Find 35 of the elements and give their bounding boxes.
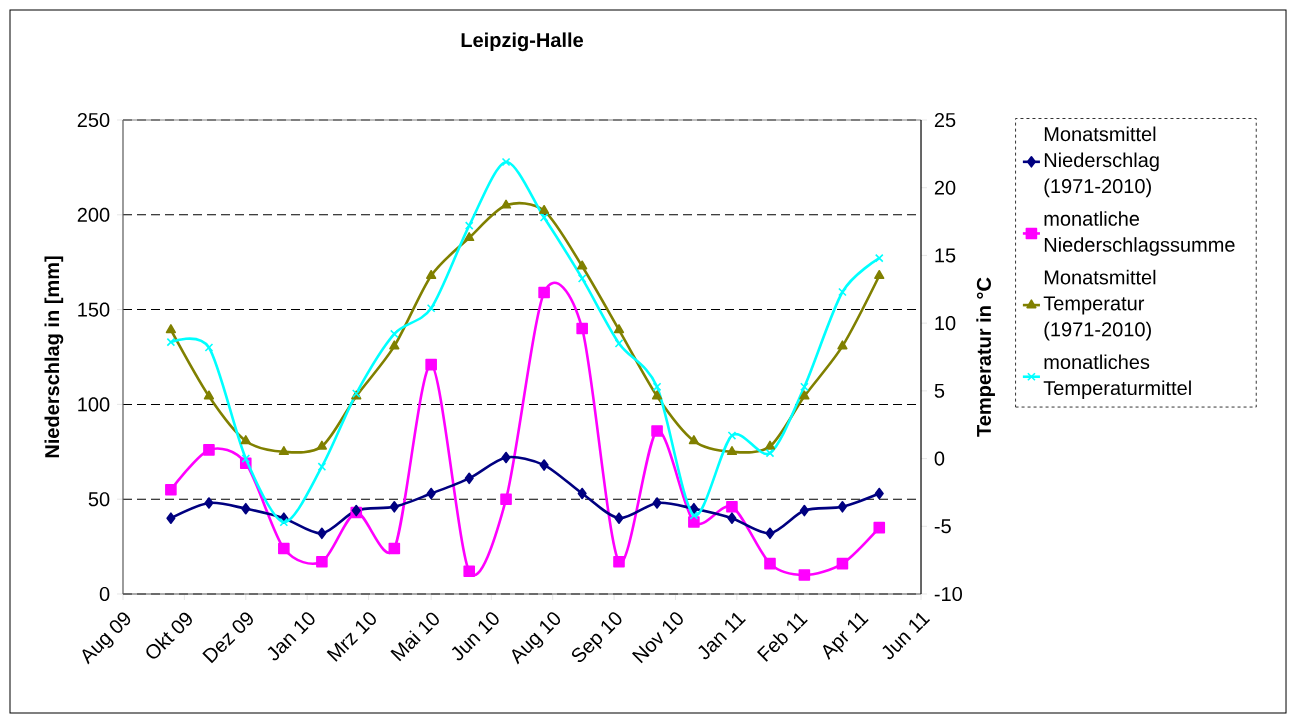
x-tick-label: Feb 11 [756, 613, 808, 662]
x-tick-label: Jan 10 [267, 612, 315, 661]
chart-title: Leipzig-Halle [461, 32, 584, 52]
x-tick-label: Jun 10 [451, 612, 499, 661]
y-tick-label: 150 [78, 302, 110, 317]
y2-tick-label: -5 [934, 519, 951, 534]
y2-tick-label: 5 [934, 383, 945, 398]
x-tick-label: Mrz 10 [326, 612, 376, 662]
y-tick-label: 50 [88, 492, 110, 507]
x-tick-label: Dez 09 [202, 612, 253, 664]
x-tick-label: Jun 11 [882, 612, 931, 660]
y2-axis-title: Temperatur in °C [976, 277, 995, 437]
y2-tick-label: 25 [934, 112, 956, 128]
y2-tick-label: 20 [934, 180, 956, 195]
x-tick-label: Nov 10 [631, 612, 683, 664]
x-tick-label: Mai 10 [390, 612, 439, 662]
y-axis-title: Niederschlag in [mm] [44, 256, 64, 458]
x-tick-label: Aug 10 [512, 612, 561, 665]
y-tick-label: 250 [77, 112, 110, 128]
y2-tick-label: -10 [934, 586, 962, 602]
y-tick-label: 0 [99, 586, 110, 602]
x-tick-label: Apr 11 [823, 612, 869, 661]
y-tick-label: 200 [77, 207, 110, 222]
x-tick-label: Aug 09 [82, 612, 131, 665]
legend-label: monatliche Niederschlagssumme [1044, 211, 1235, 256]
legend-label: Monatsmittel Temperatur (1971-2010) [1043, 269, 1156, 341]
x-tick-label: Okt 09 [146, 612, 192, 659]
legend-label: monatliches Temperaturmittel [1043, 354, 1191, 400]
y2-tick-label: 10 [935, 316, 956, 331]
x-tick-label: Sep 10 [571, 612, 622, 663]
y2-tick-label: 15 [935, 248, 956, 263]
x-tick-label: Jan 11 [698, 612, 746, 660]
legend-label: Monatsmittel Niederschlag (1971-2010) [1044, 126, 1159, 198]
y2-tick-label: 0 [934, 451, 945, 466]
y-tick-label: 100 [78, 397, 110, 412]
